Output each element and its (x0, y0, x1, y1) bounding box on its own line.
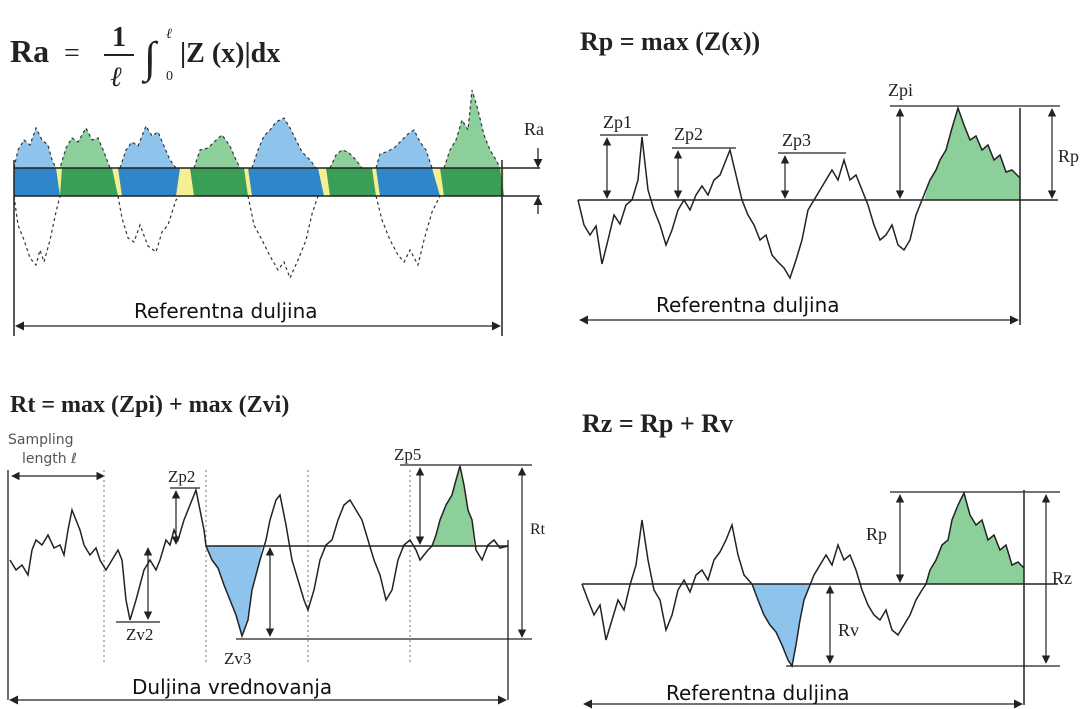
ra-peak-fills (14, 90, 500, 168)
zp1-label: Zp1 (603, 112, 632, 132)
ra-reference-length-label: Referentna duljina (134, 299, 318, 323)
ra-peak-fills-green (60, 90, 500, 168)
ra-band-green-segments (60, 168, 504, 196)
rz-peak-fill (926, 493, 1024, 584)
ra-formula-eq: = (64, 38, 80, 69)
ra-formula-num: 1 (112, 22, 126, 53)
rz-rp-label: Rp (866, 524, 887, 544)
rt-zp2-label: Zp2 (168, 467, 195, 486)
rz-valley-fill (752, 584, 810, 666)
rp-panel: Rp = max (Z(x)) Zp1 Zp2 Zp3 Zpi Rp Refer… (577, 27, 1079, 325)
rt-valley-fill (206, 546, 262, 636)
rp-formula: Rp = max (Z(x)) (580, 27, 760, 56)
ra-panel: Ra = 1 ℓ ∫ ℓ 0 |Z (x)|dx Ra Referentna d… (10, 22, 544, 336)
zp3-label: Zp3 (782, 130, 811, 150)
sampling-label-line2: length ℓ (22, 451, 77, 467)
ra-band-blue-segments (14, 168, 440, 196)
zv3-label: Zv3 (224, 649, 251, 668)
zpi-label: Zpi (888, 80, 913, 100)
ra-formula-lower: 0 (166, 69, 173, 84)
rp-reference-length-label: Referentna duljina (656, 293, 840, 317)
rp-peak-fill (924, 108, 1020, 200)
ra-formula-den: ℓ (110, 62, 122, 93)
rt-formula: Rt = max (Zpi) + max (Zvi) (10, 392, 289, 418)
sampling-dividers (103, 470, 411, 662)
rt-profile (9, 465, 509, 639)
rt-panel: Rt = max (Zpi) + max (Zvi) Sampling leng… (7, 392, 546, 705)
ra-dashed-valley-profile (13, 195, 441, 280)
rz-panel: Rz = Rp + Rv Rp Rv Rz Referentna duljina (581, 409, 1072, 709)
rt-label: Rt (530, 521, 546, 538)
zp2-label: Zp2 (674, 124, 703, 144)
evaluation-length-label: Duljina vrednovanja (132, 675, 332, 699)
rp-label: Rp (1058, 146, 1079, 166)
rz-label: Rz (1052, 568, 1072, 588)
rz-formula: Rz = Rp + Rv (582, 409, 733, 438)
ra-formula-upper: ℓ (166, 27, 172, 42)
ra-indicator-label: Ra (524, 119, 544, 139)
zv2-label: Zv2 (126, 625, 153, 644)
ra-formula-body: |Z (x)|dx (180, 38, 280, 69)
integral-sign: ∫ (141, 33, 159, 84)
zp5-label: Zp5 (394, 445, 421, 464)
rz-rv-label: Rv (838, 620, 859, 640)
ra-formula-lhs: Ra (10, 33, 49, 69)
rz-reference-length-label: Referentna duljina (666, 681, 850, 705)
rp-profile (577, 105, 1021, 280)
rz-profile (581, 490, 1025, 668)
sampling-label-line1: Sampling (8, 432, 74, 448)
